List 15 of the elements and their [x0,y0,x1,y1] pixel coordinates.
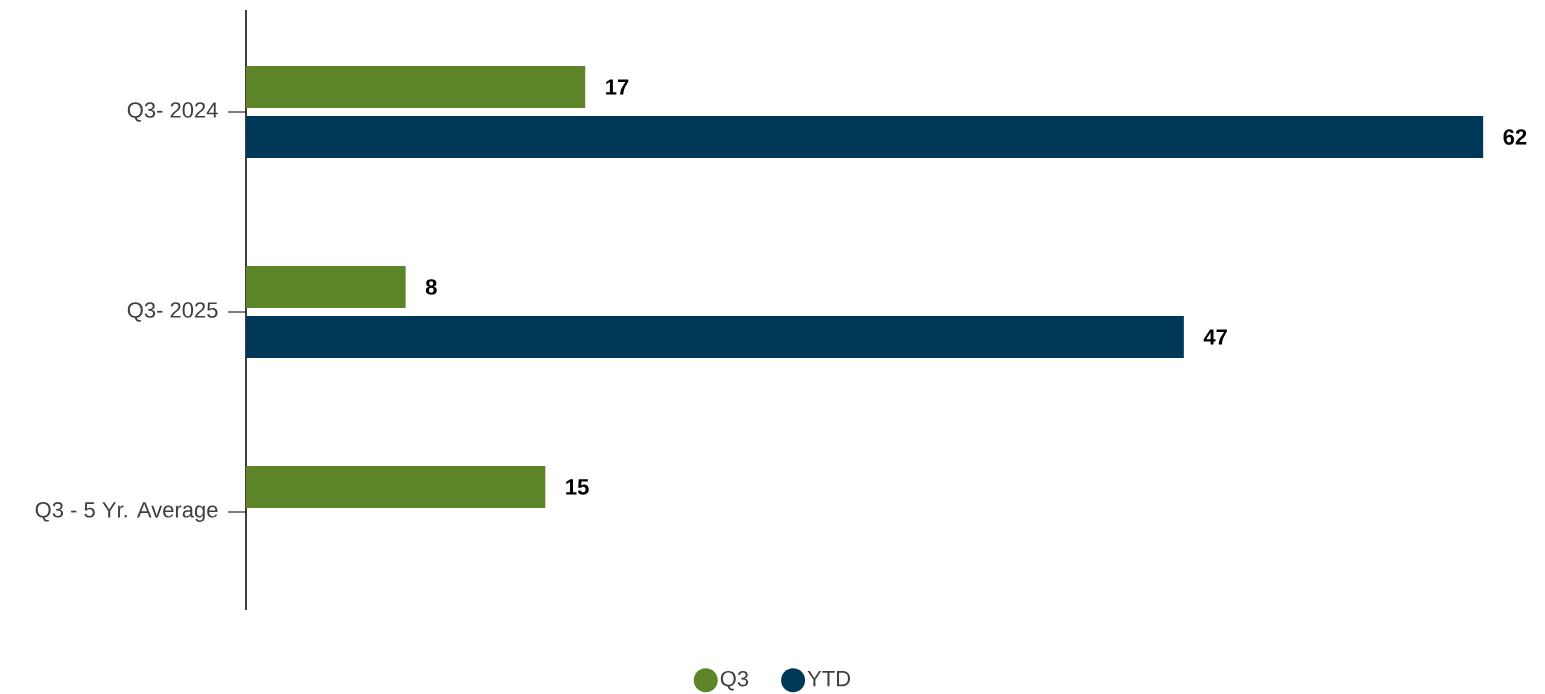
legend-label: Q3 [720,670,749,691]
bar [246,266,406,308]
bar [246,66,586,108]
data-label: 47 [1203,329,1227,345]
y-tick-label: Q3- 2025 [127,302,218,322]
data-label: 17 [606,79,629,95]
bar [246,316,1184,358]
legend-label: YTD [807,670,851,687]
data-label: 62 [1503,129,1527,145]
y-tick-label: Q3- 2024 [127,102,218,122]
y-tick-label: Q3 - 5 Yr. Average [35,502,218,522]
bar [246,116,1484,158]
data-label: 8 [425,279,437,295]
data-label: 15 [566,479,589,495]
bar [246,466,546,509]
